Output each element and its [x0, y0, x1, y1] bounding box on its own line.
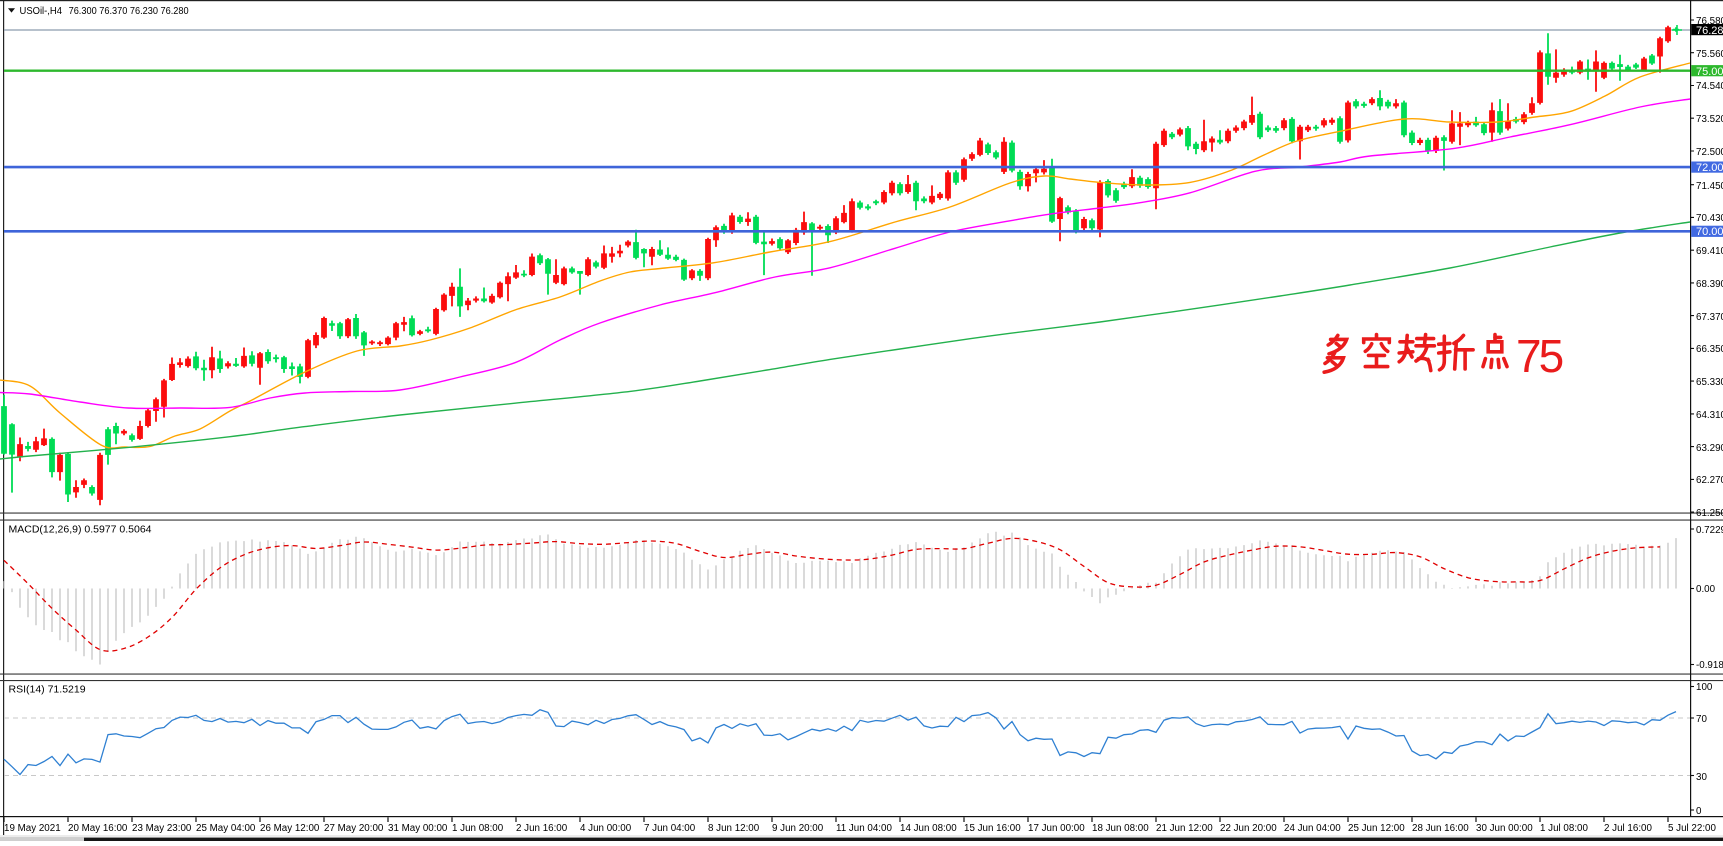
svg-text:26 May 12:00: 26 May 12:00 — [260, 823, 320, 834]
svg-text:9 Jun 20:00: 9 Jun 20:00 — [772, 823, 824, 834]
svg-text:11 Jun 04:00: 11 Jun 04:00 — [836, 823, 892, 834]
svg-text:63.290: 63.290 — [1696, 443, 1723, 454]
svg-text:24 Jun 04:00: 24 Jun 04:00 — [1284, 823, 1341, 834]
svg-text:20 May 16:00: 20 May 16:00 — [68, 823, 128, 834]
svg-text:70.000: 70.000 — [1696, 226, 1723, 238]
svg-text:22 Jun 20:00: 22 Jun 20:00 — [1220, 823, 1277, 834]
svg-text:76.580: 76.580 — [1696, 16, 1723, 27]
svg-text:69.410: 69.410 — [1696, 246, 1723, 257]
svg-text:72.000: 72.000 — [1696, 162, 1723, 174]
svg-text:30: 30 — [1696, 772, 1707, 783]
svg-text:17 Jun 00:00: 17 Jun 00:00 — [1028, 823, 1085, 834]
svg-text:0.00: 0.00 — [1696, 584, 1716, 595]
svg-text:0.7229: 0.7229 — [1696, 525, 1723, 536]
svg-text:1 Jun 08:00: 1 Jun 08:00 — [452, 823, 504, 834]
svg-text:19 May 2021: 19 May 2021 — [4, 823, 61, 834]
svg-text:2 Jul 16:00: 2 Jul 16:00 — [1604, 823, 1652, 834]
svg-text:67.370: 67.370 — [1696, 312, 1723, 323]
svg-text:30 Jun 00:00: 30 Jun 00:00 — [1476, 823, 1533, 834]
svg-text:31 May 00:00: 31 May 00:00 — [388, 823, 448, 834]
svg-text:75: 75 — [1516, 330, 1563, 382]
svg-text:100: 100 — [1696, 682, 1713, 693]
svg-text:68.390: 68.390 — [1696, 279, 1723, 290]
svg-text:28 Jun 16:00: 28 Jun 16:00 — [1412, 823, 1469, 834]
svg-text:62.270: 62.270 — [1696, 475, 1723, 486]
svg-text:7 Jun 04:00: 7 Jun 04:00 — [644, 823, 696, 834]
svg-text:75.560: 75.560 — [1696, 49, 1723, 60]
svg-text:25 Jun 12:00: 25 Jun 12:00 — [1348, 823, 1405, 834]
svg-text:1 Jul 08:00: 1 Jul 08:00 — [1540, 823, 1588, 834]
svg-text:-0.9185: -0.9185 — [1696, 660, 1723, 671]
svg-text:14 Jun 08:00: 14 Jun 08:00 — [900, 823, 957, 834]
svg-text:64.310: 64.310 — [1696, 410, 1723, 421]
svg-text:8 Jun 12:00: 8 Jun 12:00 — [708, 823, 760, 834]
svg-text:23 May 23:00: 23 May 23:00 — [132, 823, 192, 834]
svg-text:70.430: 70.430 — [1696, 213, 1723, 224]
svg-text:25 May 04:00: 25 May 04:00 — [196, 823, 256, 834]
svg-text:70: 70 — [1696, 714, 1707, 725]
svg-text:74.540: 74.540 — [1696, 81, 1723, 92]
svg-text:MACD(12,26,9) 0.5977 0.5064: MACD(12,26,9) 0.5977 0.5064 — [9, 524, 152, 536]
svg-text:21 Jun 12:00: 21 Jun 12:00 — [1156, 823, 1213, 834]
svg-text:15 Jun 16:00: 15 Jun 16:00 — [964, 823, 1021, 834]
svg-text:76.300 76.370 76.230 76.280: 76.300 76.370 76.230 76.280 — [69, 6, 189, 17]
svg-text:18 Jun 08:00: 18 Jun 08:00 — [1092, 823, 1149, 834]
svg-text:61.250: 61.250 — [1696, 508, 1723, 519]
svg-text:0: 0 — [1696, 806, 1702, 817]
svg-text:2 Jun 16:00: 2 Jun 16:00 — [516, 823, 568, 834]
svg-text:65.330: 65.330 — [1696, 377, 1723, 388]
svg-text:RSI(14) 71.5219: RSI(14) 71.5219 — [9, 684, 86, 696]
svg-text:73.520: 73.520 — [1696, 114, 1723, 125]
svg-text:66.350: 66.350 — [1696, 344, 1723, 355]
svg-text:27 May 20:00: 27 May 20:00 — [324, 823, 384, 834]
svg-text:4 Jun 00:00: 4 Jun 00:00 — [580, 823, 632, 834]
svg-text:5 Jul 22:00: 5 Jul 22:00 — [1668, 823, 1716, 834]
svg-text:76.280: 76.280 — [1696, 25, 1723, 37]
svg-text:USOil-,H4: USOil-,H4 — [20, 6, 63, 17]
svg-text:75.000: 75.000 — [1696, 66, 1723, 78]
svg-text:71.450: 71.450 — [1696, 181, 1723, 192]
svg-text:72.500: 72.500 — [1696, 147, 1723, 158]
